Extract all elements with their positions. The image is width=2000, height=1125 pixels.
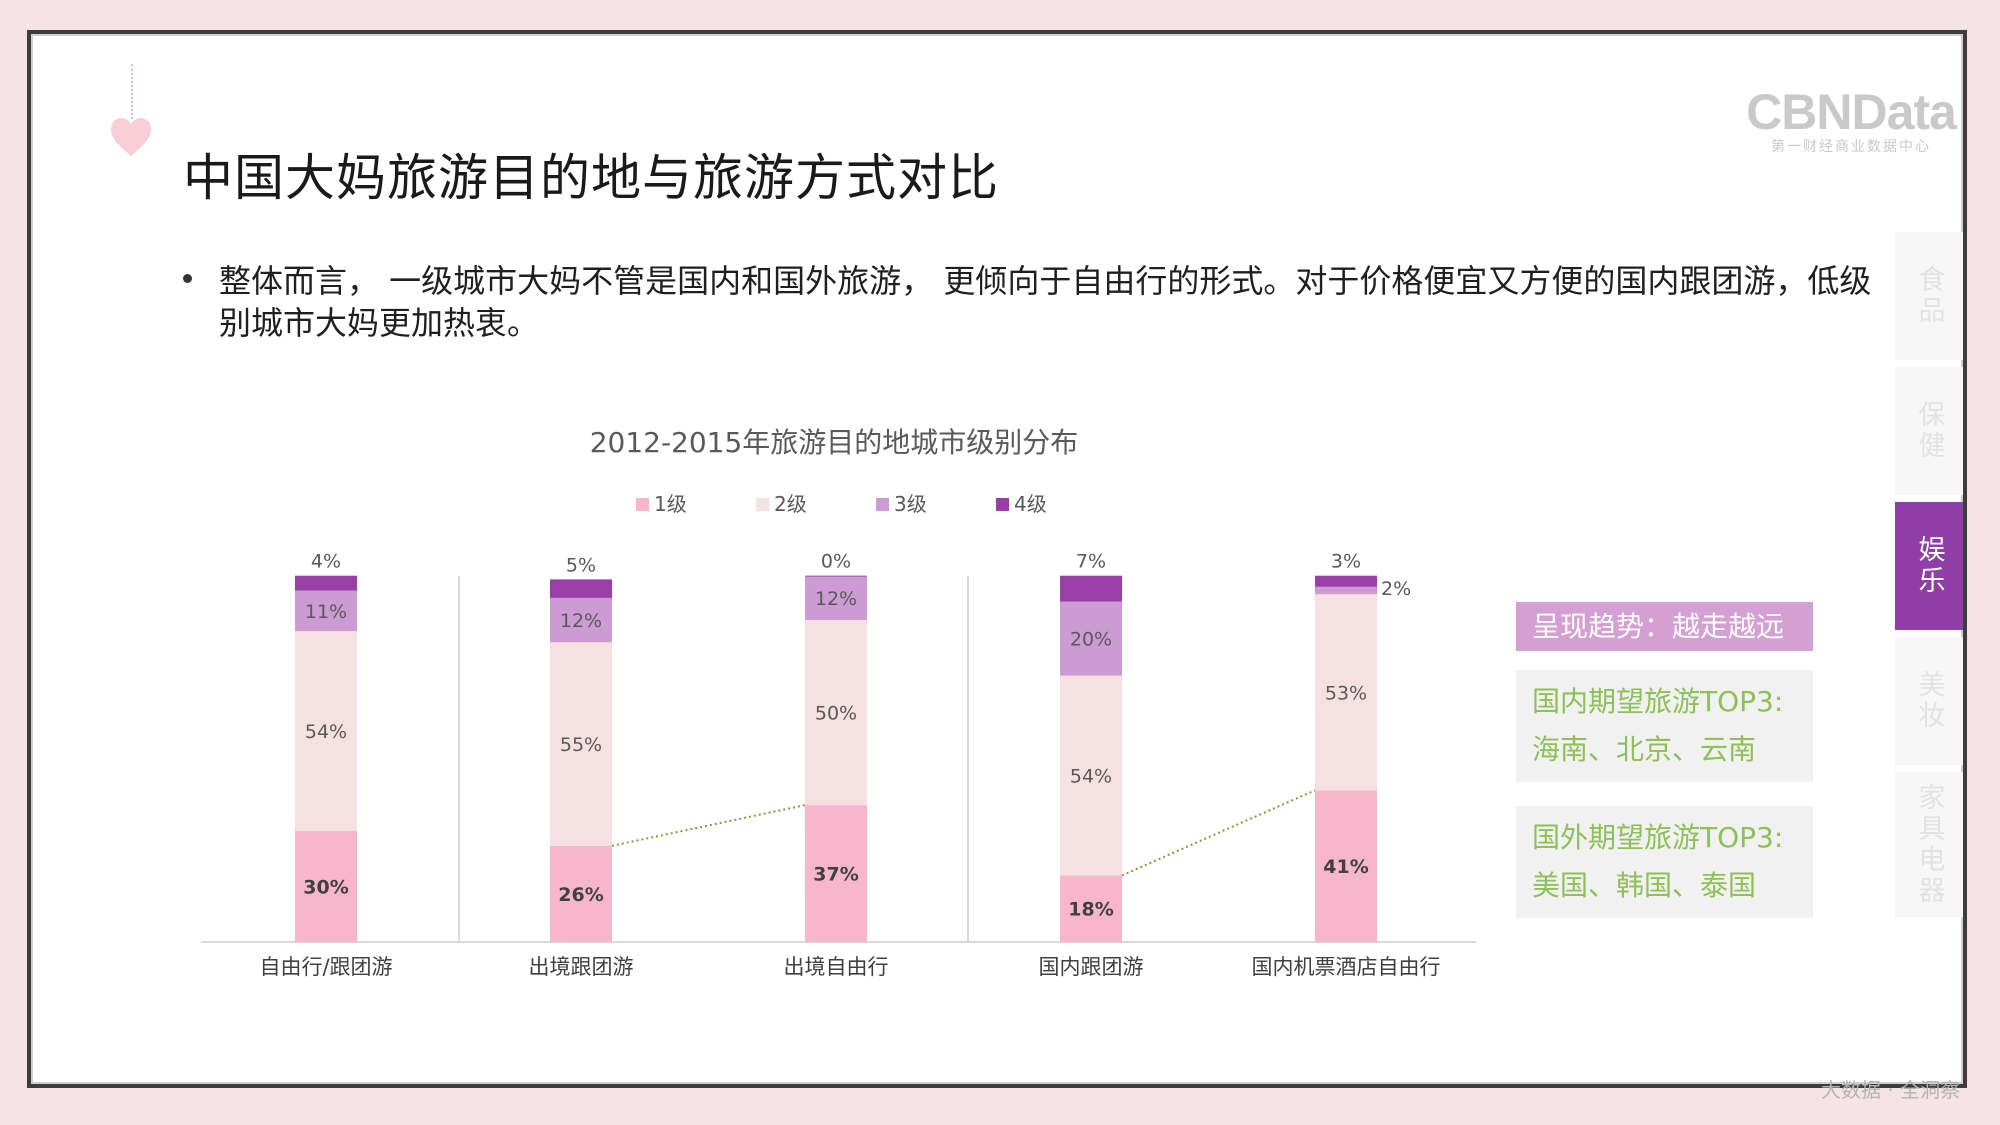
bar-segment [1315,594,1377,791]
data-label: 0% [821,551,851,573]
overseas-top3-box: 国外期望旅游TOP3: 美国、韩国、泰国 [1516,806,1813,918]
data-label: 20% [1070,629,1112,651]
summary-text: 整体而言， 一级城市大妈不管是国内和国外旅游， 更倾向于自由行的形式。对于价格便… [219,262,1872,342]
data-label: 12% [560,610,602,632]
brand-logo: CBNData 第一财经商业数据中心 [1731,84,1971,156]
bar-segment [1060,875,1122,942]
category-label: 国内跟团游 [1039,955,1144,979]
side-tab-beauty[interactable]: 美妆 [1895,637,1963,765]
overseas-top3-list: 美国、韩国、泰国 [1532,869,1757,902]
footer-tagline: 大数据 · 全洞察 [1821,1078,1961,1102]
bar-segment [550,642,612,846]
logo-subtitle: 第一财经商业数据中心 [1771,139,1931,155]
data-label: 7% [1076,551,1106,573]
page-title: 中国大妈旅游目的地与旅游方式对比 [183,149,999,207]
bar-segment [805,575,867,621]
data-label: 4% [311,551,341,573]
domestic-top3-list: 海南、北京、云南 [1532,733,1757,766]
bar-segment [805,575,867,577]
bar-segment [295,831,357,942]
bar-segment [1315,790,1377,942]
data-label: 12% [815,588,857,610]
bar-segment [295,590,357,632]
data-label: 55% [560,734,602,756]
category-label: 自由行/跟团游 [259,955,392,979]
bar-segment [550,845,612,942]
data-label: 54% [305,721,347,743]
domestic-top3-title: 国内期望旅游TOP3: [1532,685,1784,718]
legend-swatch-1 [636,498,649,511]
chart-title: 2012-2015年旅游目的地城市级别分布 [590,426,1079,459]
legend-label-3: 3级 [894,492,927,516]
data-label: 3% [1331,551,1361,573]
data-label: 54% [1070,766,1112,788]
side-tab-food[interactable]: 食品 [1895,232,1963,360]
bar-segment [1315,586,1377,595]
bar-segment [805,620,867,806]
side-tab-entertainment[interactable]: 娱乐 [1895,502,1963,630]
data-label: 2% [1381,578,1411,600]
data-label: 41% [1323,856,1368,878]
side-tab-health[interactable]: 保健 [1895,367,1963,495]
chart-svg: 2012-2015年旅游目的地城市级别分布 1级 2级 3级 4级 30% 54% 11% 4%… [201,426,1476,979]
bar-segment [295,575,357,591]
bar-segment [295,631,357,831]
bar-segment [805,805,867,942]
data-label: 53% [1325,682,1367,704]
category-label: 国内机票酒店自由行 [1252,955,1441,979]
heart-string [131,64,133,119]
overseas-top3-title: 国外期望旅游TOP3: [1532,821,1784,854]
legend-swatch-3 [876,498,889,511]
bullet-icon [183,274,192,283]
data-label: 5% [566,554,596,576]
legend-swatch-4 [996,498,1009,511]
stacked-bar-chart: 2012-2015年旅游目的地城市级别分布 1级 2级 3级 4级 30% 54% 11% 4%… [181,414,1481,1018]
data-label: 50% [815,703,857,725]
bar-segment [1060,675,1122,876]
bar-segment [550,579,612,598]
bar-segment [1060,575,1122,602]
side-tab-appliances[interactable]: 家具电器 [1895,772,1963,917]
legend-label-1: 1级 [654,492,687,516]
trend-header: 呈现趋势：越走越远 [1516,602,1813,651]
data-label: 11% [305,601,347,623]
category-label: 出境跟团游 [529,955,634,979]
data-label: 26% [558,884,603,906]
trend-connector-1 [611,804,806,847]
legend-swatch-2 [756,498,769,511]
data-label: 37% [813,864,858,886]
domestic-top3-box: 国内期望旅游TOP3: 海南、北京、云南 [1516,670,1813,782]
heart-icon [111,118,151,156]
data-label: 18% [1068,899,1113,921]
bar-segment [550,597,612,643]
trend-connector-2 [1121,789,1316,877]
legend-label-2: 2级 [774,492,807,516]
bar-segment [1060,601,1122,676]
legend-label-4: 4级 [1014,492,1047,516]
bar-segment [1315,575,1377,587]
category-label: 出境自由行 [784,955,889,979]
slide: 中国大妈旅游目的地与旅游方式对比 CBNData 第一财经商业数据中心 整体而言… [27,30,1967,1102]
data-label: 30% [303,877,348,899]
logo-text: CBNData [1746,84,1957,140]
